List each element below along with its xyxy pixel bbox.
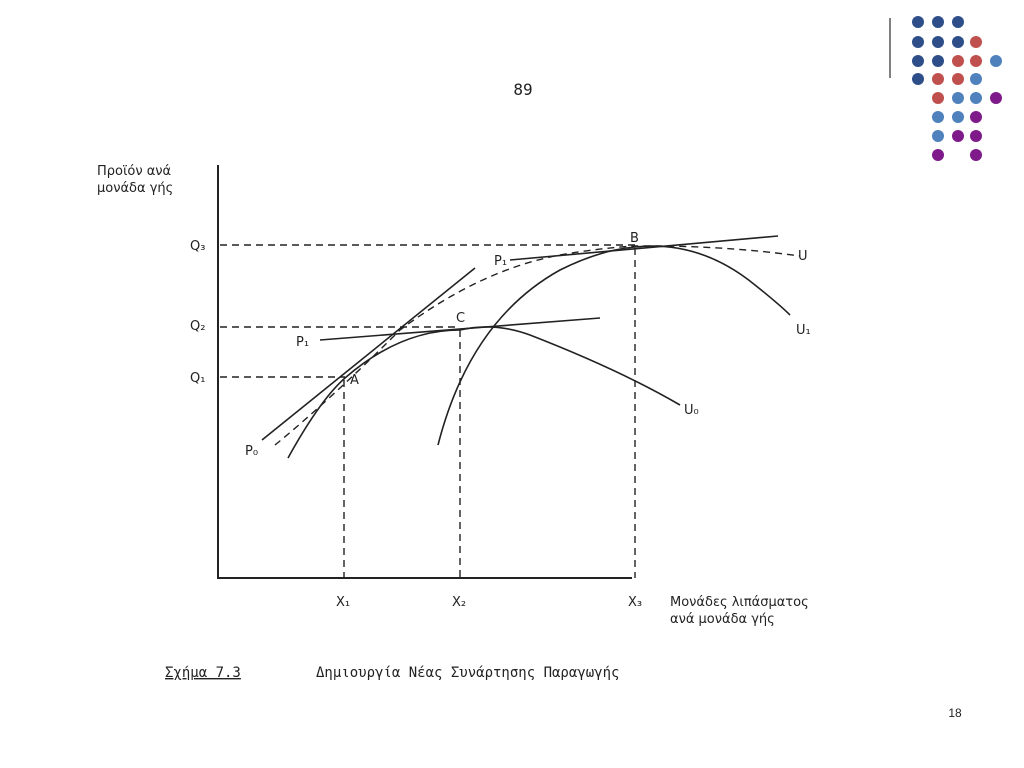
y-level: Q₁ [190,371,205,386]
curve-u [274,245,801,446]
axes [217,165,632,579]
y-axis-label: Προϊόν ανά [97,164,171,179]
line-label: P₁ [296,335,309,350]
figure-title: Δημιουργία Νέας Συνάρτησης Παραγωγής [316,665,619,681]
x-level: X₁ [336,595,350,610]
x-axis-label: Μονάδες λιπάσματος [670,595,809,610]
curve-label: U₀ [684,403,699,418]
tangent-p1-c [319,317,601,341]
curve-u1 [437,245,791,446]
point-label: B [630,231,639,246]
guide-lines [220,244,636,578]
y-axis-label: μονάδα γής [97,181,173,196]
tangent-p0 [261,267,476,441]
diagram: Προϊόν ανά μονάδα γής Q₃ Q₂ Q₁ X₁ X₂ X₃ … [97,164,811,627]
point-label: A [350,373,359,388]
y-level: Q₂ [190,319,205,334]
curve-u0 [287,326,681,459]
page-number: 89 [513,80,532,99]
x-level: X₃ [628,595,642,610]
y-level: Q₃ [190,239,205,254]
curve-label: U₁ [796,323,811,338]
curve-label: U [798,249,808,264]
figure-number: Σχήμα 7.3 [165,665,241,681]
decor-dots [912,16,1002,161]
slide-number: 18 [948,706,962,720]
line-label: P₁ [494,254,507,269]
x-axis-label: ανά μονάδα γής [670,612,775,627]
x-level: X₂ [452,595,466,610]
point-label: C [456,311,465,326]
line-label: P₀ [245,444,258,459]
tangent-p1-b [509,235,779,261]
